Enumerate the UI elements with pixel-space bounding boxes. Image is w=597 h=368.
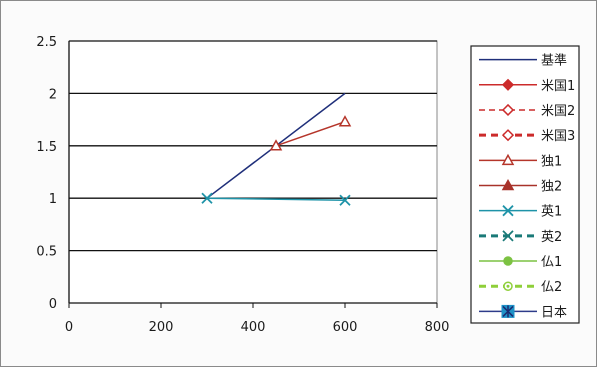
legend-label: 日本 — [541, 305, 567, 320]
plot-background — [68, 40, 438, 304]
legend-swatch-marker — [503, 281, 513, 291]
legend-item: 日本 — [479, 304, 567, 320]
legend-item: 英2 — [479, 230, 562, 245]
legend-item: 米国1 — [479, 78, 575, 94]
series-lines — [201, 92, 352, 206]
legend-label: 基準 — [541, 53, 567, 69]
y-tick-label: 2.5 — [36, 35, 57, 50]
legend-swatch-marker — [503, 256, 513, 266]
y-tick-label: 1 — [49, 192, 57, 207]
y-tick-label: 1.5 — [36, 140, 57, 155]
x-tick-label: 400 — [241, 320, 266, 335]
legend-item: 米国2 — [479, 103, 575, 119]
series-line-6 — [206, 197, 346, 202]
plot-area — [68, 40, 438, 304]
legend-item: 仏2 — [479, 280, 562, 295]
legend-item: 米国3 — [479, 129, 575, 144]
legend-swatch-marker — [502, 205, 514, 217]
legend-label: 米国3 — [541, 129, 575, 144]
legend-item: 独1 — [479, 153, 562, 169]
legend-label: 米国2 — [541, 104, 575, 119]
x-tick-label: 800 — [425, 320, 450, 335]
legend-label: 米国1 — [541, 79, 575, 94]
data-point — [339, 194, 351, 206]
gridlines — [69, 40, 437, 252]
legend-box — [470, 45, 580, 324]
legend-item: 独2 — [479, 178, 562, 195]
legend-swatch-marker — [501, 103, 515, 117]
legend-swatch-marker — [501, 129, 515, 142]
tick-labels: 0 0.5 1 1.5 2 2.5 0 200 400 600 800 — [36, 35, 449, 335]
legend-item: 基準 — [479, 53, 567, 69]
legend-label: 仏1 — [541, 255, 562, 270]
legend-item: 英1 — [479, 205, 562, 220]
legend-item: 仏1 — [479, 255, 562, 270]
y-tick-label: 0.5 — [36, 245, 57, 260]
legend-label: 仏2 — [541, 280, 562, 295]
x-tick-label: 200 — [149, 320, 174, 335]
axes — [68, 41, 438, 308]
legend-label: 独2 — [541, 180, 562, 195]
legend-label: 英2 — [541, 230, 562, 245]
legend-swatch-marker — [502, 230, 514, 242]
legend-label: 独1 — [541, 154, 562, 169]
series-line-4 — [275, 120, 346, 147]
data-point — [201, 192, 213, 204]
x-tick-label: 0 — [65, 320, 73, 335]
legend-swatch-marker — [501, 304, 515, 318]
data-point — [269, 139, 283, 151]
legend-swatch-marker — [501, 178, 515, 191]
legend-swatch-marker — [501, 78, 515, 91]
legend-label: 英1 — [541, 205, 562, 220]
x-tick-label: 600 — [333, 320, 358, 335]
y-tick-label: 2 — [49, 87, 57, 102]
data-point — [338, 115, 352, 127]
legend-swatch-marker — [501, 153, 515, 166]
y-tick-label: 0 — [49, 297, 57, 312]
